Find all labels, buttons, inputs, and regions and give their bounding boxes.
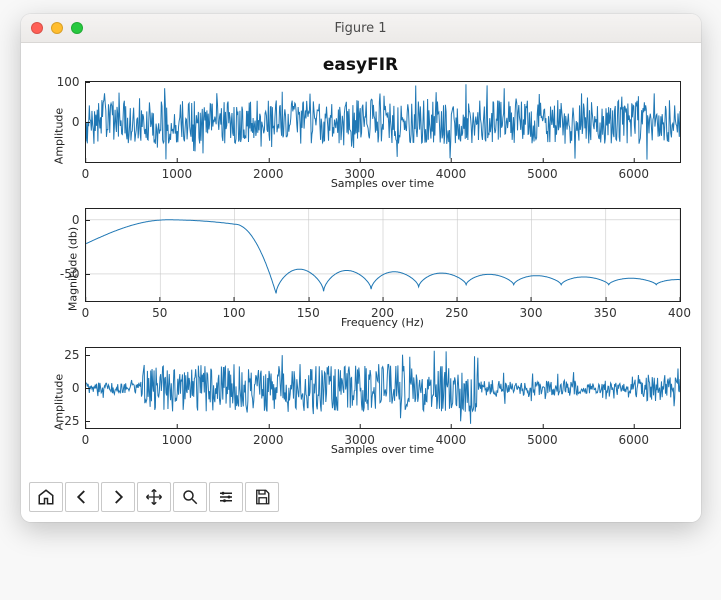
minimize-icon[interactable] [51, 22, 63, 34]
x-tick: 0 [82, 162, 90, 181]
x-tick: 200 [371, 301, 394, 320]
plot-area[interactable]: -250250100020003000400050006000 [85, 347, 681, 429]
titlebar: Figure 1 [21, 14, 701, 43]
chart-svg [86, 82, 680, 162]
data-series [86, 84, 680, 159]
y-axis-label: Amplitude [52, 107, 65, 163]
x-tick: 6000 [619, 162, 650, 181]
x-tick: 6000 [619, 428, 650, 447]
pan-icon [145, 488, 163, 506]
figure-title: easyFIR [33, 55, 689, 75]
zoom-icon [181, 488, 199, 506]
save-button[interactable] [245, 482, 279, 512]
chart-svg [86, 209, 680, 301]
configure-icon [217, 488, 235, 506]
window-title: Figure 1 [21, 21, 701, 36]
y-tick: 0 [72, 213, 86, 227]
x-tick: 4000 [436, 428, 467, 447]
chart-svg [86, 348, 680, 428]
back-button[interactable] [65, 482, 99, 512]
save-icon [253, 488, 271, 506]
y-tick: -50 [60, 267, 86, 281]
subplot-1: Magnitude (db)-5000501001502002503003504… [33, 208, 689, 329]
x-tick: 2000 [253, 428, 284, 447]
y-tick: -25 [60, 414, 86, 428]
x-tick: 4000 [436, 162, 467, 181]
x-tick: 2000 [253, 162, 284, 181]
x-tick: 3000 [344, 162, 375, 181]
y-tick: 100 [57, 75, 86, 89]
y-tick: 0 [72, 381, 86, 395]
x-tick: 1000 [162, 162, 193, 181]
home-icon [37, 488, 55, 506]
figure-canvas: easyFIR Amplitude01000100020003000400050… [21, 43, 701, 476]
x-tick: 350 [594, 301, 617, 320]
x-tick: 3000 [344, 428, 375, 447]
matplotlib-toolbar [21, 476, 701, 522]
plot-area[interactable]: -500050100150200250300350400 [85, 208, 681, 302]
x-tick: 100 [223, 301, 246, 320]
zoom-button[interactable] [173, 482, 207, 512]
pan-button[interactable] [137, 482, 171, 512]
home-button[interactable] [29, 482, 63, 512]
forward-button[interactable] [101, 482, 135, 512]
x-tick: 0 [82, 301, 90, 320]
y-tick: 25 [64, 348, 85, 362]
x-tick: 250 [445, 301, 468, 320]
x-tick: 5000 [527, 428, 558, 447]
back-icon [73, 488, 91, 506]
subplot-0: Amplitude01000100020003000400050006000Sa… [33, 81, 689, 190]
x-tick: 1000 [162, 428, 193, 447]
x-tick: 300 [520, 301, 543, 320]
x-tick: 50 [152, 301, 167, 320]
x-tick: 0 [82, 428, 90, 447]
forward-icon [109, 488, 127, 506]
data-series [86, 351, 680, 424]
x-tick: 400 [668, 301, 691, 320]
window-controls [31, 22, 83, 34]
x-tick: 150 [297, 301, 320, 320]
subplot-2: Amplitude-250250100020003000400050006000… [33, 347, 689, 456]
x-tick: 5000 [527, 162, 558, 181]
app-window: Figure 1 easyFIR Amplitude01000100020003… [21, 14, 701, 522]
configure-button[interactable] [209, 482, 243, 512]
maximize-icon[interactable] [71, 22, 83, 34]
plot-area[interactable]: 01000100020003000400050006000 [85, 81, 681, 163]
y-tick: 0 [72, 115, 86, 129]
close-icon[interactable] [31, 22, 43, 34]
